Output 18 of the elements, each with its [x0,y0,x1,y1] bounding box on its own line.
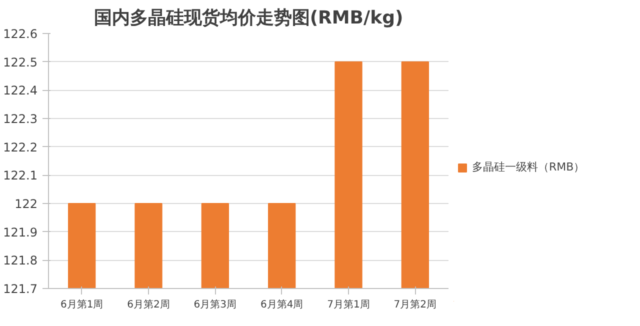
y-tick-label: 122 [14,197,38,211]
legend-label: 多晶硅一级料（RMB） [472,160,585,174]
y-tick-label: 121.7 [3,282,38,296]
chart-title: 国内多晶硅现货均价走势图(RMB/kg) [94,8,404,28]
y-tick-label: 122.5 [3,55,38,70]
x-tick-label: 6月第4周 [260,298,304,310]
y-tick-label: 122.4 [3,84,38,98]
y-tick-label: 122.2 [3,140,38,154]
y-tick-label: 122.1 [3,168,38,183]
x-tick-label: 6月第3周 [194,298,237,310]
y-tick-label: 121.9 [3,225,38,240]
x-tick-label: 6月第1周 [60,298,104,310]
x-tick-label: 7月第1周 [327,298,370,310]
y-tick-label: 121.8 [3,254,38,268]
x-tick-label: 6月第2周 [127,298,170,310]
y-tick-label: 122.3 [3,112,38,126]
y-tick-label: 122.6 [3,27,38,41]
x-tick-label: 7月第2周 [394,298,437,310]
